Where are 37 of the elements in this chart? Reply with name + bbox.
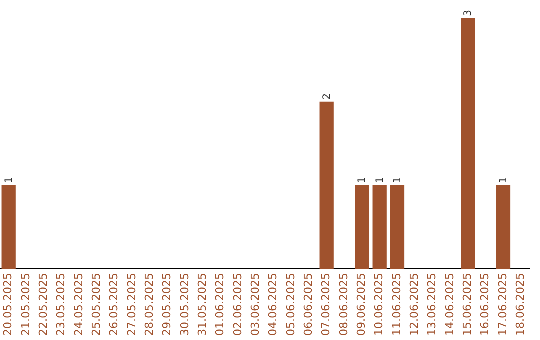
x-tick-label: 04.06.2025 — [266, 273, 280, 336]
x-tick-label: 13.06.2025 — [426, 273, 439, 336]
x-tick-label: 09.06.2025 — [355, 273, 368, 336]
x-tick-label: 28.05.2025 — [143, 273, 156, 336]
data-label: 1 — [4, 177, 15, 184]
x-tick-label: 24.05.2025 — [72, 273, 86, 336]
x-tick-label: 06.06.2025 — [302, 273, 316, 336]
x-tick-label: 29.05.2025 — [160, 273, 174, 336]
data-label: 1 — [498, 177, 510, 184]
x-tick-label: 18.06.2025 — [514, 273, 528, 336]
x-tick-label: 26.05.2025 — [108, 273, 121, 336]
x-tick-label: 16.06.2025 — [478, 273, 492, 336]
x-tick-label: 31.05.2025 — [196, 273, 210, 336]
x-tick-label: 11.06.2025 — [390, 273, 404, 336]
x-tick-label: 03.06.2025 — [249, 273, 262, 336]
x-tick-label: 21.05.2025 — [19, 273, 32, 336]
data-label: 2 — [322, 94, 333, 100]
data-label: 3 — [463, 10, 474, 16]
x-tick-label: 30.05.2025 — [178, 273, 192, 336]
x-tick-label: 07.06.2025 — [320, 273, 333, 336]
x-tick-label: 17.06.2025 — [496, 273, 510, 336]
x-tick-label: 12.06.2025 — [408, 273, 422, 336]
x-tick-label: 23.05.2025 — [54, 273, 68, 336]
x-tick-label: 22.05.2025 — [37, 273, 50, 336]
x-tick-label: 08.06.2025 — [337, 273, 350, 336]
x-tick-label: 20.05.2025 — [2, 273, 15, 336]
x-tick-label: 25.05.2025 — [90, 273, 104, 336]
x-tick-label: 01.06.2025 — [214, 273, 227, 336]
x-tick-label: 10.06.2025 — [372, 273, 386, 336]
data-label: 1 — [374, 177, 386, 184]
x-tick-label: 15.06.2025 — [461, 273, 474, 336]
data-label: 1 — [357, 177, 368, 184]
x-tick-label: 14.06.2025 — [443, 273, 456, 336]
x-tick-label: 27.05.2025 — [125, 273, 138, 336]
x-tick-label: 05.06.2025 — [284, 273, 298, 336]
data-label: 1 — [392, 177, 404, 184]
x-tick-label: 02.06.2025 — [231, 273, 244, 336]
